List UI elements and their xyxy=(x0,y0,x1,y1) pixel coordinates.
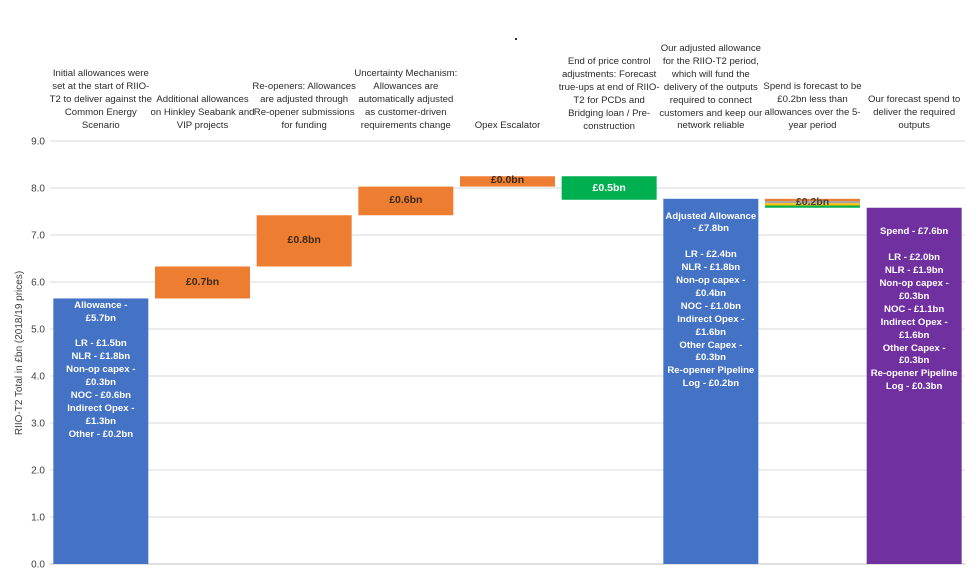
bar-label-line: £0.7bn xyxy=(185,276,220,289)
category-annotation: Initial allowances were set at the start… xyxy=(49,68,153,133)
bar-label-line: £0.4bn xyxy=(695,287,727,299)
category-annotation: End of price control adjustments: Foreca… xyxy=(557,56,661,133)
category-annotation-text: Our forecast spend to deliver the requir… xyxy=(868,94,961,131)
y-axis-ticks: 0.0 1.0 2.0 3.0 4.0 5.0 6.0 7.0 8.0 9.0 xyxy=(31,137,45,571)
bar-label-line: £0.3bn xyxy=(898,355,930,367)
bar-label-line: Indirect Opex - xyxy=(677,313,745,325)
bar-label-line: LR - £2.4bn xyxy=(684,249,737,261)
bar-label-line: Re-opener Pipeline xyxy=(667,365,755,377)
bar-label-line xyxy=(867,239,962,252)
bar-label-line: Initial Baseline xyxy=(67,286,135,298)
category-annotation-text: End of price control adjustments: Foreca… xyxy=(558,56,660,132)
bar-label-line: NOC - £1.1bn xyxy=(884,303,945,315)
bar-segment xyxy=(765,201,860,204)
bar-value-label: £0.6bn xyxy=(358,194,453,207)
stray-dot xyxy=(515,38,517,40)
bar-value-label: £0.7bn xyxy=(155,276,250,289)
bar-label-line: £0.5bn xyxy=(592,181,626,194)
bar-label-line: Non-op capex - xyxy=(66,364,136,376)
y-axis-label: RIIO-T2 Total in £bn (2018/19 prices) xyxy=(14,271,25,435)
bar-label-line: Non-op capex - xyxy=(676,275,746,287)
category-annotation-text: Re-openers: Allowances are adjusted thro… xyxy=(252,81,356,131)
category-annotation-text: Opex Escalator xyxy=(474,120,541,131)
y-tick-label: 9.0 xyxy=(31,137,45,148)
category-annotation: Our adjusted allowance for the RIIO-T2 p… xyxy=(659,43,763,133)
bar-label-line: Adjusted Allowance xyxy=(665,210,757,222)
bar-value-label: £0.0bn xyxy=(460,174,555,187)
bar-label-line xyxy=(663,236,758,249)
category-annotation: Our forecast spend to deliver the requir… xyxy=(862,94,966,133)
bar-label-line: NOC - £1.0bn xyxy=(680,300,741,312)
bar-segment xyxy=(765,198,860,202)
bar-value-label: £0.8bn xyxy=(257,234,352,247)
bar-label-line: Allowance - xyxy=(74,299,128,311)
bar-value-label: £0.2bn xyxy=(765,196,860,209)
bar-label-line: Other Capex - xyxy=(679,339,743,351)
bar-label-line: Other Capex - xyxy=(882,342,946,354)
y-tick-label: 5.0 xyxy=(31,325,45,336)
bar-label-line: £1.3bn xyxy=(85,415,117,427)
bar-label-line: £0.3bn xyxy=(898,290,930,302)
bar-label-line: - £7.8bn xyxy=(692,223,729,235)
bar-label-line: £1.6bn xyxy=(695,326,727,338)
category-annotation: Re-openers: Allowances are adjusted thro… xyxy=(252,81,356,133)
bar xyxy=(663,198,759,564)
bar-label-line: £0.3bn xyxy=(85,377,117,389)
bar xyxy=(561,176,657,200)
category-annotation: Spend is forecast to be £0.2bn less than… xyxy=(761,81,865,133)
y-tick-label: 7.0 xyxy=(31,231,45,242)
bar xyxy=(155,266,250,299)
category-annotation-text: Our adjusted allowance for the RIIO-T2 p… xyxy=(659,43,763,132)
y-tick-label: 0.0 xyxy=(31,560,45,571)
bar-label-line: £0.3bn xyxy=(695,352,727,364)
bar-label-line: £0.8bn xyxy=(287,234,321,247)
bar-label-line: Non-op capex - xyxy=(879,277,949,289)
bar-label-line: NLR - £1.9bn xyxy=(884,265,944,277)
bar-label-line: Log - £0.3bn xyxy=(885,381,943,393)
bar-value-label: Initial Baseline Allowance - £5.7bn LR - £… xyxy=(53,287,148,442)
bar xyxy=(866,207,962,565)
bar-label-line: LR - £1.5bn xyxy=(74,338,127,350)
bar-value-label: Adjusted Allowance - £7.8bn LR - £2.4bn NL… xyxy=(663,211,758,392)
bar-segment xyxy=(765,205,860,208)
bar xyxy=(256,215,352,267)
y-tick-label: 3.0 xyxy=(31,419,45,430)
bar-segment xyxy=(765,203,860,206)
bar-value-label: Spend - £7.6bn LR - £2.0bn NLR - £1.9bn No… xyxy=(867,226,962,394)
bar-label-line: NLR - £1.8bn xyxy=(71,351,131,363)
bar xyxy=(358,186,454,216)
bar-label-line: Log - £0.2bn xyxy=(682,378,740,390)
category-annotation: Opex Escalator xyxy=(456,120,560,133)
category-annotation-text: Uncertainty Mechanism: Allowances are au… xyxy=(354,68,458,131)
bar-label-line: £0.0bn xyxy=(490,174,525,187)
y-tick-label: 4.0 xyxy=(31,372,45,383)
bar-label-line: £5.7bn xyxy=(85,312,117,324)
bar-label-line: NOC - £0.6bn xyxy=(70,390,131,402)
bar-label-line: Re-opener Pipeline xyxy=(870,368,958,380)
bar-value-label: £0.5bn xyxy=(562,182,657,195)
y-tick-label: 6.0 xyxy=(31,278,45,289)
bar xyxy=(53,298,149,564)
bar-label-line: £0.2bn xyxy=(795,196,830,209)
bar-label-line: LR - £2.0bn xyxy=(888,252,941,264)
y-tick-label: 2.0 xyxy=(31,466,45,477)
bar xyxy=(460,176,555,187)
category-annotation: Uncertainty Mechanism: Allowances are au… xyxy=(354,68,458,133)
bars xyxy=(53,176,962,565)
bar-label-line: Indirect Opex - xyxy=(67,403,135,414)
category-annotation-text: Additional allowances on Hinkley Seabank… xyxy=(150,94,255,131)
bar-label-line: £0.6bn xyxy=(389,194,423,207)
y-tick-label: 1.0 xyxy=(31,513,45,524)
bar-label-line: Spend - £7.6bn xyxy=(880,226,949,238)
category-annotation-text: Spend is forecast to be £0.2bn less than… xyxy=(763,81,862,131)
y-tick-label: 8.0 xyxy=(31,184,45,195)
bar-label-line xyxy=(53,326,148,339)
category-annotation-text: Initial allowances were set at the start… xyxy=(49,68,153,131)
bar-label-line: £1.6bn xyxy=(898,329,930,341)
category-annotation: Additional allowances on Hinkley Seabank… xyxy=(151,94,255,133)
bar-label-line: Indirect Opex - xyxy=(880,316,948,328)
bar-label-line: Other - £0.2bn xyxy=(68,428,134,440)
bar-label-line: NLR - £1.8bn xyxy=(681,262,741,274)
